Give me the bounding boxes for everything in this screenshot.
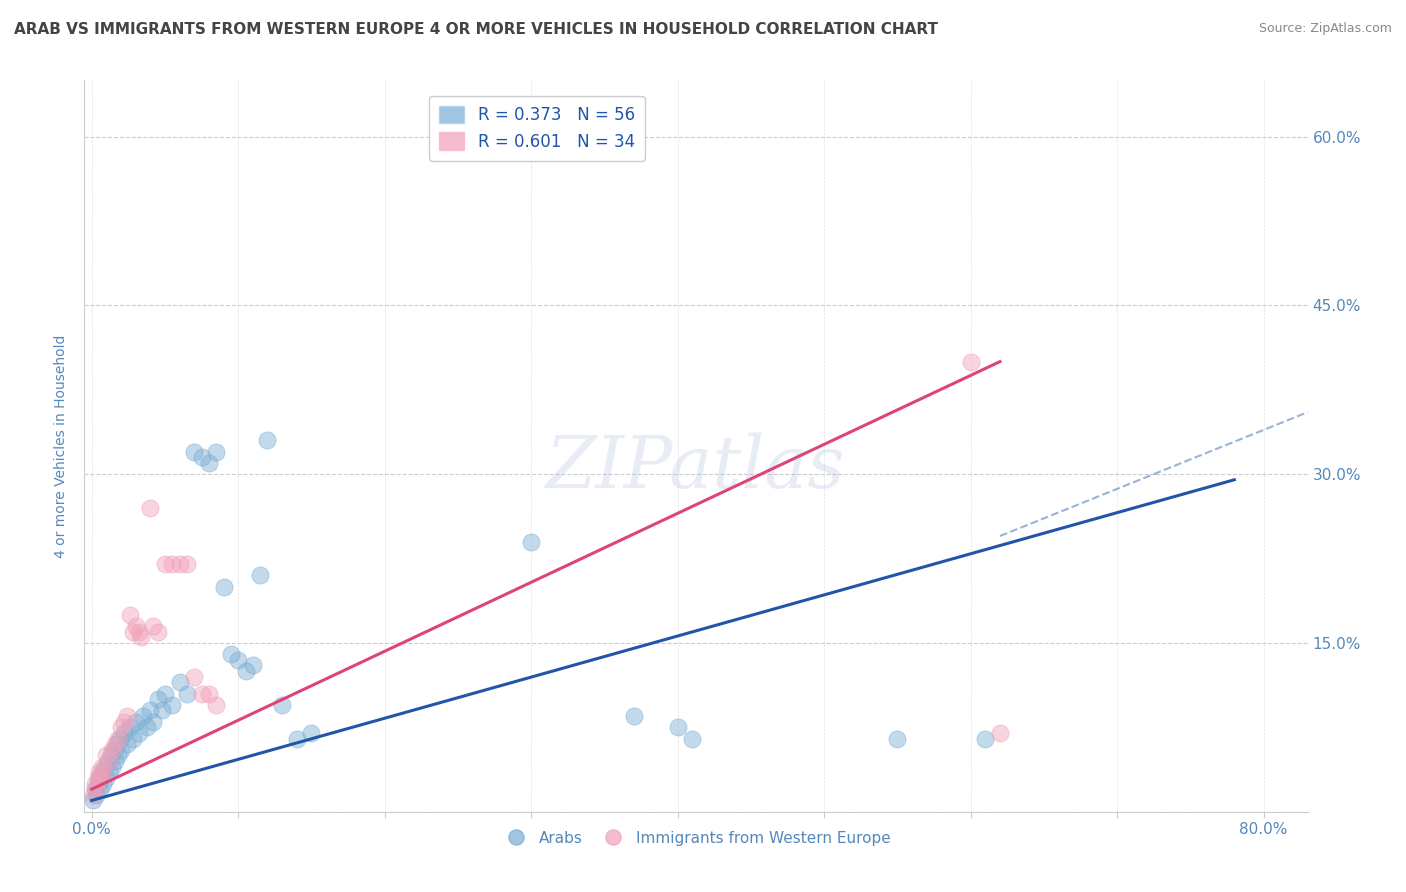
Point	[139, 500, 162, 515]
Point	[959, 354, 981, 368]
Point	[285, 731, 308, 746]
Point	[97, 754, 120, 768]
Point	[89, 782, 111, 797]
Point	[299, 726, 322, 740]
Text: ZIPatlas: ZIPatlas	[546, 433, 846, 503]
Point	[84, 782, 107, 797]
Point	[124, 619, 146, 633]
Point	[86, 776, 108, 790]
Point	[183, 670, 205, 684]
Point	[110, 720, 132, 734]
Point	[101, 760, 124, 774]
Point	[219, 647, 242, 661]
Point	[132, 709, 155, 723]
Point	[82, 793, 104, 807]
Y-axis label: 4 or more Vehicles in Household: 4 or more Vehicles in Household	[55, 334, 69, 558]
Point	[256, 434, 278, 448]
Point	[91, 760, 114, 774]
Point	[162, 698, 184, 712]
Point	[169, 675, 191, 690]
Legend: Arabs, Immigrants from Western Europe: Arabs, Immigrants from Western Europe	[495, 824, 897, 852]
Point	[212, 580, 235, 594]
Point	[974, 731, 997, 746]
Point	[169, 557, 191, 571]
Point	[96, 748, 118, 763]
Point	[112, 714, 135, 729]
Point	[121, 624, 143, 639]
Point	[886, 731, 908, 746]
Point	[93, 776, 115, 790]
Point	[121, 731, 143, 746]
Point	[146, 624, 169, 639]
Point	[101, 743, 124, 757]
Point	[98, 754, 121, 768]
Point	[150, 703, 173, 717]
Point	[82, 788, 104, 802]
Text: ARAB VS IMMIGRANTS FROM WESTERN EUROPE 4 OR MORE VEHICLES IN HOUSEHOLD CORRELATI: ARAB VS IMMIGRANTS FROM WESTERN EUROPE 4…	[14, 22, 938, 37]
Point	[198, 456, 221, 470]
Point	[107, 748, 129, 763]
Point	[104, 754, 127, 768]
Point	[91, 765, 114, 780]
Point	[242, 658, 264, 673]
Point	[87, 765, 110, 780]
Point	[107, 731, 129, 746]
Point	[198, 687, 221, 701]
Point	[142, 714, 165, 729]
Point	[988, 726, 1011, 740]
Point	[103, 743, 125, 757]
Point	[162, 557, 184, 571]
Point	[86, 771, 108, 785]
Text: Source: ZipAtlas.com: Source: ZipAtlas.com	[1258, 22, 1392, 36]
Point	[176, 557, 198, 571]
Point	[87, 771, 110, 785]
Point	[108, 731, 131, 746]
Point	[226, 653, 249, 667]
Point	[115, 709, 138, 723]
Point	[146, 692, 169, 706]
Point	[98, 765, 121, 780]
Point	[520, 534, 543, 549]
Point	[112, 726, 135, 740]
Point	[84, 788, 107, 802]
Point	[124, 714, 146, 729]
Point	[93, 765, 115, 780]
Point	[104, 737, 127, 751]
Point	[96, 771, 118, 785]
Point	[190, 687, 212, 701]
Point	[83, 776, 105, 790]
Point	[271, 698, 294, 712]
Point	[235, 664, 257, 678]
Point	[139, 703, 162, 717]
Point	[681, 731, 703, 746]
Point	[89, 771, 111, 785]
Point	[153, 557, 176, 571]
Point	[100, 748, 122, 763]
Point	[142, 619, 165, 633]
Point	[110, 743, 132, 757]
Point	[183, 444, 205, 458]
Point	[118, 607, 141, 622]
Point	[115, 737, 138, 751]
Point	[205, 698, 228, 712]
Point	[94, 760, 117, 774]
Point	[83, 782, 105, 797]
Point	[153, 687, 176, 701]
Point	[128, 726, 150, 740]
Point	[105, 737, 128, 751]
Point	[249, 568, 271, 582]
Point	[666, 720, 689, 734]
Point	[131, 630, 153, 644]
Point	[118, 720, 141, 734]
Point	[128, 624, 150, 639]
Point	[623, 709, 645, 723]
Point	[190, 450, 212, 465]
Point	[176, 687, 198, 701]
Point	[136, 720, 159, 734]
Point	[205, 444, 228, 458]
